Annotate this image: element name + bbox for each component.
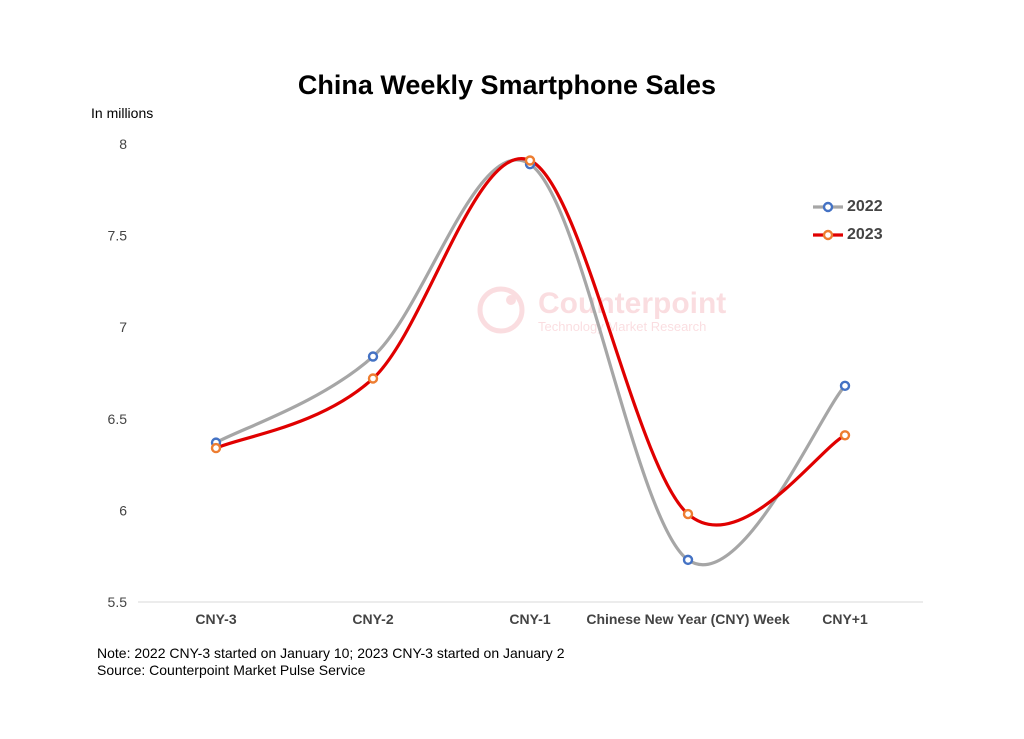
counterpoint-watermark: Counterpoint Technology Market Research [477,286,726,334]
data-point-2022-4 [682,554,694,566]
y-tick-label: 5.5 [108,594,128,610]
y-tick-label: 7 [119,319,127,335]
data-point-2023-2 [367,373,379,384]
data-point-2023-3 [524,155,536,166]
chart-note: Note: 2022 CNY-3 started on January 10; … [97,645,565,661]
chart-title: China Weekly Smartphone Sales [297,70,717,100]
legend-item-2022: 2022 [812,193,883,221]
y-axis-ticks: 5.5 6 6.5 7 7.5 8 [108,136,128,610]
y-tick-label: 8 [119,136,127,152]
data-point-2022-5 [839,380,851,392]
watermark-logo-dot [506,295,516,305]
data-point-2023-4 [682,508,694,520]
x-tick-label: CNY-2 [352,611,393,627]
legend-label: 2022 [847,198,883,215]
legend-swatch-icon [813,229,843,241]
x-axis-ticks: CNY-3 CNY-2 CNY-1 Chinese New Year (CNY) We… [195,611,868,627]
data-point-2023-5 [839,430,851,441]
watermark-tagline: Technology Market Research [538,319,706,334]
series-line-2022 [214,158,847,567]
x-tick-label: CNY+1 [822,611,868,627]
watermark-brand: Counterpoint [538,287,726,320]
legend-item-2023: 2023 [812,221,883,249]
chart-source: Source: Counterpoint Market Pulse Servic… [97,662,366,678]
series-lines [214,157,847,567]
legend-swatch-icon [813,201,843,213]
y-tick-label: 6.5 [108,411,128,427]
legend-label: 2023 [847,226,883,243]
watermark-logo-icon [477,286,525,334]
data-point-2023-1 [210,442,222,454]
y-tick-label: 7.5 [108,228,128,244]
x-tick-label: Chinese New Year (CNY) Week [586,611,790,627]
series-markers [210,155,851,566]
x-tick-label: CNY-1 [509,611,550,627]
data-point-2022-2 [367,351,379,362]
legend: 2022 2023 [812,193,883,249]
series-line-2023 [214,157,847,527]
y-axis-unit-label: In millions [91,105,154,121]
x-tick-label: CNY-3 [195,611,236,627]
y-tick-label: 6 [119,502,127,518]
